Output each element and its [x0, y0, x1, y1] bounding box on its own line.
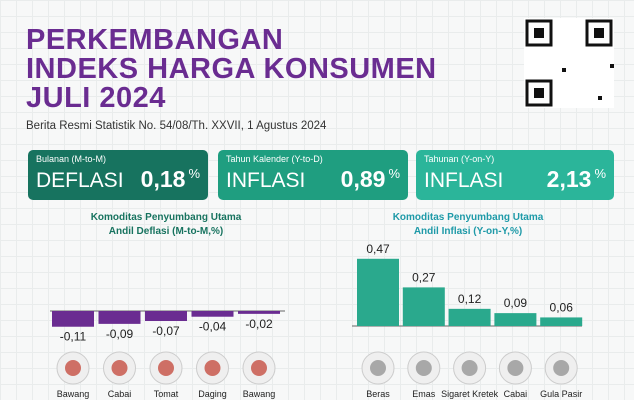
- category-label: Daging: [198, 389, 227, 399]
- value-label: 0,12: [458, 292, 482, 306]
- value: 0,18: [140, 166, 186, 192]
- value: 0,89: [340, 166, 386, 192]
- value-label: -0,11: [60, 330, 87, 344]
- value-label: 0,06: [550, 300, 574, 314]
- value-label: -0,04: [199, 320, 227, 334]
- bar: [494, 313, 537, 326]
- value-label: 0,09: [504, 296, 528, 310]
- subtitle: Berita Resmi Statistik No. 54/08/Th. XXV…: [26, 120, 327, 132]
- icon-inner: [415, 360, 432, 376]
- qr-cell: [562, 68, 566, 72]
- chart-title: Andil Deflasi (M-to-M,%): [109, 226, 223, 237]
- icon-inner: [65, 360, 81, 376]
- bar: [540, 317, 583, 326]
- status: INFLASI: [226, 169, 306, 192]
- icon-inner: [111, 360, 128, 376]
- value: 2,13: [546, 166, 592, 192]
- indicator-box: Tahunan (Y-on-Y) INFLASI 2,13%: [416, 150, 614, 200]
- bar: [448, 308, 491, 326]
- value-label: -0,02: [245, 317, 273, 331]
- qr-cell: [598, 96, 602, 100]
- period: Tahun Kalender (Y-to-D): [226, 154, 323, 164]
- chart-title: Komoditas Penyumbang Utama: [91, 212, 242, 223]
- bar: [52, 311, 94, 327]
- title-line: PERKEMBANGAN: [26, 24, 284, 56]
- value-label: 0,47: [366, 242, 390, 256]
- period: Tahunan (Y-on-Y): [424, 154, 495, 164]
- icon-inner: [553, 360, 570, 376]
- unit: %: [594, 166, 606, 181]
- status: DEFLASI: [36, 169, 124, 192]
- qr-code: [524, 18, 614, 108]
- qr-finder: [525, 19, 553, 47]
- period: Bulanan (M-to-M): [36, 154, 107, 164]
- category-label: Emas: [412, 389, 436, 399]
- unit: %: [188, 166, 200, 181]
- bar: [145, 311, 187, 322]
- qr-cell: [610, 64, 614, 68]
- qr-finder: [585, 19, 613, 47]
- bar: [357, 258, 399, 326]
- indicator-box: Tahun Kalender (Y-to-D) INFLASI 0,89%: [218, 150, 408, 200]
- bar: [402, 287, 445, 326]
- category-label: Sigaret Kretek: [441, 389, 499, 399]
- category-label: Bawang: [57, 389, 90, 399]
- value-label: -0,07: [152, 324, 180, 338]
- category-label: Cabai: [504, 389, 528, 399]
- qr-finder: [534, 88, 544, 98]
- category-label: Cabai: [108, 389, 132, 399]
- bar: [191, 311, 234, 317]
- chart-title: Komoditas Penyumbang Utama: [393, 212, 544, 223]
- title-line: JULI 2024: [26, 82, 166, 114]
- bar: [98, 311, 141, 324]
- unit: %: [388, 166, 400, 181]
- indicator-box: Bulanan (M-to-M) DEFLASI 0,18%: [28, 150, 208, 200]
- value-label: 0,27: [412, 270, 436, 284]
- title: PERKEMBANGAN INDEKS HARGA KONSUMEN JULI …: [26, 26, 437, 113]
- category-label: Beras: [366, 389, 390, 399]
- icon-inner: [251, 360, 267, 376]
- icon-inner: [370, 360, 386, 376]
- icon-inner: [204, 360, 221, 376]
- bar: [238, 311, 280, 314]
- category-label: Gula Pasir: [540, 389, 582, 399]
- chart-title: Andil Inflasi (Y-on-Y,%): [414, 226, 522, 237]
- status: INFLASI: [424, 169, 504, 192]
- qr-finder: [594, 28, 604, 38]
- category-label: Bawang: [243, 389, 276, 399]
- qr-finder: [525, 79, 553, 107]
- qr-finder: [534, 28, 544, 38]
- category-label: Tomat: [154, 389, 179, 399]
- title-line: INDEKS HARGA KONSUMEN: [26, 53, 437, 85]
- value-label: -0,09: [106, 327, 134, 341]
- icon-inner: [507, 360, 524, 376]
- icon-inner: [461, 360, 478, 376]
- icon-inner: [158, 360, 174, 376]
